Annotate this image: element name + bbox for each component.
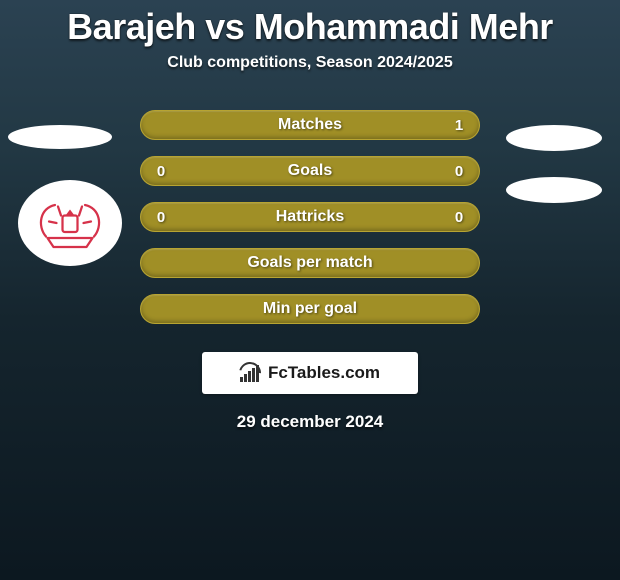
stat-label: Goals bbox=[141, 162, 479, 180]
stat-label: Matches bbox=[141, 116, 479, 134]
stat-row: Goals per match bbox=[140, 248, 480, 278]
stat-row: 0Goals0 bbox=[140, 156, 480, 186]
stat-right-value: 0 bbox=[453, 163, 465, 180]
brand-badge[interactable]: FcTables.com bbox=[202, 352, 418, 394]
stat-label: Hattricks bbox=[141, 208, 479, 226]
stat-left-value: 0 bbox=[155, 163, 167, 180]
stat-row: Matches1 bbox=[140, 110, 480, 140]
stat-rows: Matches10Goals00Hattricks0Goals per matc… bbox=[0, 110, 620, 324]
stat-right-value: 0 bbox=[453, 209, 465, 226]
date-text: 29 december 2024 bbox=[0, 412, 620, 432]
subtitle: Club competitions, Season 2024/2025 bbox=[0, 54, 620, 72]
stat-row: Min per goal bbox=[140, 294, 480, 324]
main-content: Barajeh vs Mohammadi Mehr Club competiti… bbox=[0, 0, 620, 432]
stat-right-value: 1 bbox=[453, 117, 465, 134]
brand-text: FcTables.com bbox=[268, 363, 380, 383]
page-title: Barajeh vs Mohammadi Mehr bbox=[0, 6, 620, 48]
bar-chart-icon bbox=[240, 364, 262, 382]
stat-label: Goals per match bbox=[141, 254, 479, 272]
stat-left-value: 0 bbox=[155, 209, 167, 226]
stat-label: Min per goal bbox=[141, 300, 479, 318]
stat-row: 0Hattricks0 bbox=[140, 202, 480, 232]
